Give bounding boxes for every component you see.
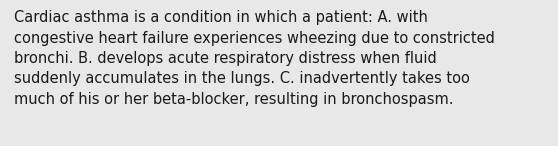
Text: Cardiac asthma is a condition in which a patient: A. with
congestive heart failu: Cardiac asthma is a condition in which a…	[14, 10, 495, 107]
